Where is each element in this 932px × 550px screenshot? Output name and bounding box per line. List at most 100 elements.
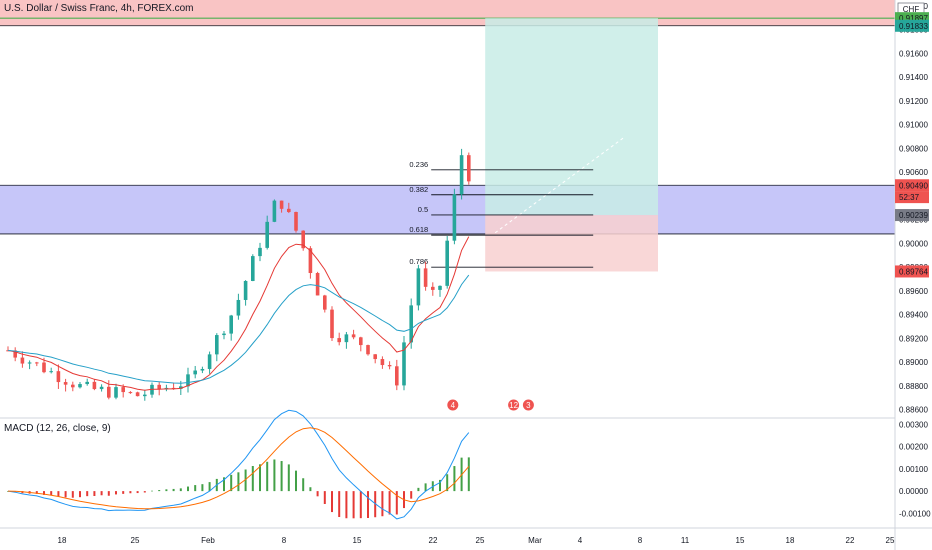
macd-histogram-bar xyxy=(143,491,146,493)
candle xyxy=(279,200,284,209)
macd-histogram-bar xyxy=(172,488,175,492)
candle xyxy=(56,371,61,383)
candle xyxy=(452,194,457,241)
price-label-bg xyxy=(895,209,929,222)
candle xyxy=(308,248,313,274)
price-label-bg xyxy=(895,191,929,204)
zones-layer xyxy=(0,0,895,272)
macd-histogram-bar xyxy=(287,464,290,492)
stop-zone xyxy=(485,215,658,272)
macd-histogram-bar xyxy=(208,482,211,492)
macd-histogram-bar xyxy=(338,491,341,518)
demand-zone xyxy=(0,185,895,234)
macd-histogram-bar xyxy=(100,491,103,496)
price-tick-label: 0.89200 xyxy=(899,334,928,343)
macd-histogram-bar xyxy=(194,485,197,492)
candle xyxy=(128,392,133,394)
macd-panel xyxy=(0,409,895,520)
candle xyxy=(251,256,255,281)
macd-histogram-bar xyxy=(64,491,67,498)
currency-label: CHF xyxy=(903,5,920,14)
macd-histogram-bar xyxy=(388,491,391,515)
price-tick-label: 0.90600 xyxy=(899,168,928,177)
macd-histogram-bar xyxy=(244,469,247,492)
ema-slow-line xyxy=(7,274,470,384)
price-label: 0.91897 xyxy=(899,14,928,23)
macd-histogram-bar xyxy=(115,491,117,495)
macd-histogram-bar xyxy=(79,491,81,498)
macd-histogram-bar xyxy=(50,491,53,496)
macd-histogram-bar xyxy=(453,466,456,492)
candle xyxy=(150,384,154,395)
events-layer[interactable]: 4 12 3 xyxy=(447,399,534,411)
macd-histogram-bar xyxy=(410,491,413,499)
candle xyxy=(186,374,190,387)
fib-label-0.618: 0.618 xyxy=(409,225,428,234)
macd-histogram-bar xyxy=(280,461,283,492)
macd-histogram-bar xyxy=(352,491,355,519)
macd-histogram-bar xyxy=(302,478,305,492)
event-badge-label: 4 xyxy=(451,401,456,410)
price-tick-label: 0.91200 xyxy=(899,97,928,106)
macd-histogram-bar xyxy=(309,487,312,492)
price-label: 0.90490 xyxy=(899,181,928,190)
price-tick-label: 0.89600 xyxy=(899,287,928,296)
macd-histogram-bar xyxy=(381,491,384,517)
candle xyxy=(337,338,341,343)
resistance-zone xyxy=(0,0,895,26)
time-tick-label: 11 xyxy=(681,536,690,545)
candle xyxy=(431,286,435,290)
macd-histogram-bar xyxy=(57,491,60,497)
candle xyxy=(20,357,25,364)
macd-histogram-bar xyxy=(417,487,420,492)
candle xyxy=(99,386,104,390)
candle xyxy=(351,334,356,338)
candle xyxy=(63,382,68,385)
candle xyxy=(315,273,320,296)
price-label-bg xyxy=(895,179,929,192)
candle xyxy=(423,268,428,287)
price-label: 0.89764 xyxy=(899,267,928,276)
macd-histogram-bar xyxy=(446,474,449,492)
candle xyxy=(222,333,226,336)
macd-histogram-bar xyxy=(129,491,132,494)
time-tick-label: 25 xyxy=(476,536,485,545)
ema-fast-line xyxy=(7,236,470,391)
macd-histogram-bar xyxy=(223,477,225,492)
macd-histogram-bar xyxy=(93,491,96,496)
macd-histogram-bar xyxy=(165,489,168,492)
macd-histogram-bar xyxy=(230,474,233,492)
candle xyxy=(229,315,233,334)
candle xyxy=(236,299,241,316)
candle xyxy=(402,342,406,386)
price-label-bg xyxy=(895,19,929,32)
candle xyxy=(387,365,392,367)
candle xyxy=(215,335,219,355)
price-tick-label: 0.91600 xyxy=(899,49,928,58)
time-tick-label: 18 xyxy=(786,536,795,545)
candle xyxy=(258,247,262,257)
time-tick-label: 4 xyxy=(578,536,583,545)
event-badge-label: 3 xyxy=(526,401,531,410)
macd-histogram-bar xyxy=(187,486,189,492)
macd-histogram-bar xyxy=(316,491,319,497)
time-tick-label: 25 xyxy=(131,536,140,545)
macd-line xyxy=(7,409,470,520)
candle xyxy=(459,155,464,195)
time-tick-label: 15 xyxy=(353,536,362,545)
candle xyxy=(71,384,75,388)
candle xyxy=(92,381,97,390)
candle xyxy=(114,387,118,398)
candle xyxy=(330,309,334,339)
price-label: 52:37 xyxy=(899,193,920,202)
macd-histogram-bar xyxy=(86,491,89,497)
candle xyxy=(243,280,248,300)
candle xyxy=(85,381,89,385)
macd-histogram-bar xyxy=(395,491,398,515)
macd-tick-label: 0.00100 xyxy=(899,465,928,474)
fib-label-0.5: 0.5 xyxy=(418,205,428,214)
macd-histogram-bar xyxy=(136,491,139,494)
time-axis[interactable]: 18 25 Feb 8 15 22 25 Mar 4 8 11 15 18 22 25 xyxy=(0,527,932,545)
